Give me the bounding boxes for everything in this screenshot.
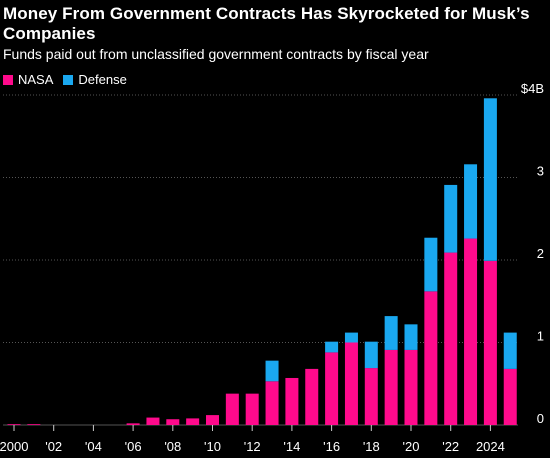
bar-defense	[444, 184, 458, 253]
x-tick-label: '16	[323, 439, 340, 454]
bar-nasa	[206, 415, 219, 425]
y-tick-label: $4B	[521, 81, 544, 96]
bar-nasa	[464, 238, 478, 425]
bar-nasa	[245, 393, 259, 425]
x-tick-label: '12	[244, 439, 261, 454]
legend-item-nasa: NASA	[3, 73, 53, 87]
x-tick-label: '14	[283, 439, 300, 454]
legend: NASA Defense	[3, 73, 137, 87]
bar-defense	[364, 341, 378, 369]
legend-swatch-defense	[63, 75, 74, 85]
x-tick-label: '20	[403, 439, 420, 454]
x-tick-label: '10	[204, 439, 221, 454]
y-tick-label: 1	[537, 329, 544, 344]
chart-subtitle: Funds paid out from unclassified governm…	[3, 46, 429, 62]
bar-nasa	[364, 368, 378, 425]
bar-defense	[265, 360, 279, 382]
x-tick-label: '22	[442, 439, 459, 454]
bar-nasa	[424, 291, 438, 425]
legend-label-defense: Defense	[78, 72, 127, 87]
chart-title: Money From Government Contracts Has Skyr…	[3, 4, 530, 43]
bar-nasa	[7, 424, 21, 425]
bar-defense	[483, 98, 497, 261]
legend-label-nasa: NASA	[18, 72, 54, 87]
bar-nasa	[384, 349, 398, 425]
x-tick-label: '04	[85, 439, 102, 454]
x-tick-label: '06	[125, 439, 142, 454]
bar-defense	[424, 237, 438, 292]
bar-defense	[325, 341, 339, 353]
bar-defense	[464, 164, 478, 239]
bar-nasa	[186, 418, 200, 425]
bar-nasa	[503, 368, 517, 425]
bar-nasa	[146, 417, 160, 425]
bar-nasa	[483, 260, 497, 425]
bar-nasa	[444, 252, 458, 425]
y-tick-label: 2	[537, 246, 544, 261]
bar-nasa	[285, 377, 299, 425]
bar-nasa	[265, 381, 279, 425]
bar-nasa	[27, 424, 41, 425]
x-tick-label: '02	[45, 439, 62, 454]
legend-item-defense: Defense	[63, 72, 127, 87]
bar-defense	[503, 332, 517, 369]
bar-nasa	[225, 393, 239, 425]
x-tick-label: 2000	[0, 439, 28, 454]
bar-nasa	[166, 419, 180, 425]
bar-defense	[344, 332, 358, 343]
bar-nasa	[305, 368, 319, 425]
legend-swatch-nasa	[3, 75, 13, 85]
bar-nasa	[126, 423, 140, 425]
bar-nasa	[325, 352, 339, 425]
x-tick-label: '08	[164, 439, 181, 454]
bar-nasa	[344, 342, 358, 425]
bar-nasa	[404, 349, 418, 425]
x-tick-label: '18	[363, 439, 380, 454]
bar-defense	[404, 324, 418, 350]
bar-defense	[384, 316, 398, 350]
x-tick-label: 2024	[476, 439, 505, 454]
y-tick-label: 0	[537, 411, 544, 426]
y-tick-label: 3	[537, 164, 544, 179]
